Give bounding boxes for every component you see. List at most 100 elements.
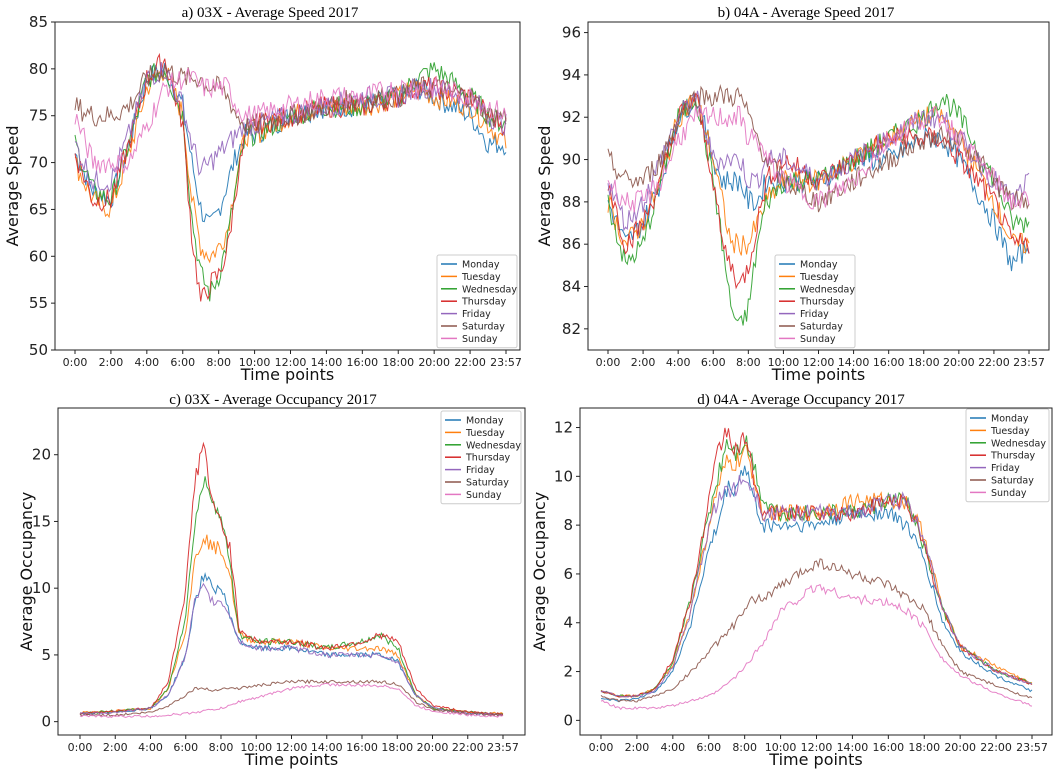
chart-b-series-wednesday (607, 93, 1030, 326)
chart-a-xtick-label: 2:00 (99, 356, 124, 369)
chart-c-xtick-label: 2:00 (103, 741, 128, 754)
chart-c-xtick-label: 4:00 (138, 741, 163, 754)
chart-c-legend-label-tuesday: Tuesday (465, 428, 505, 439)
chart-a-ytick-label: 60 (29, 247, 48, 265)
chart-c-legend-label-wednesday: Wednesday (466, 440, 521, 451)
chart-a-series-thursday (74, 52, 507, 302)
chart-c-xtick-label: 6:00 (173, 741, 198, 754)
chart-b-xtick-label: 10:00 (768, 356, 800, 369)
chart-a-ytick-label: 50 (29, 341, 48, 359)
chart-a-xtick-label: 14:00 (311, 356, 343, 369)
chart-d-xtick-label: 22:00 (980, 741, 1012, 754)
chart-b-average-speed-04a: b) 04A - Average Speed 2017 0:00 2:00 4:00… (535, 5, 1050, 384)
chart-c-title: c) 03X - Average Occupancy 2017 (169, 392, 377, 408)
chart-b-xtick-label: 0:00 (596, 356, 621, 369)
chart-c-ylabel: Average Occupancy (17, 492, 36, 651)
chart-a-legend-frame (436, 254, 518, 349)
chart-d-series-sunday (600, 583, 1033, 711)
chart-c-xtick-label: 16:00 (346, 741, 378, 754)
chart-c-series-saturday (79, 679, 504, 717)
chart-d-ytick-label: 4 (563, 614, 573, 632)
chart-b-series-friday (607, 90, 1030, 232)
chart-a-xlabel: Time points (240, 365, 334, 384)
chart-d-ylabel: Average Occupancy (530, 492, 549, 651)
chart-c-xtick-label: 22:00 (452, 741, 484, 754)
chart-d-xtick-label: 10:00 (765, 741, 797, 754)
chart-d-xtick-label: 0:00 (589, 741, 614, 754)
chart-d-legend-label-tuesday: Tuesday (990, 426, 1030, 437)
chart-c-ytick-label: 15 (32, 512, 51, 530)
chart-a-average-speed-03x: a) 03X - Average Speed 2017 0:00 2:00 4:00… (3, 5, 522, 384)
chart-a-ytick-label: 75 (29, 107, 48, 125)
chart-c-ytick-label: 20 (32, 446, 51, 464)
chart-d-xtick-label: 12:00 (801, 741, 833, 754)
chart-d-legend-frame (965, 408, 1050, 503)
chart-b-series-sunday (607, 105, 1030, 213)
chart-b-ytick-label: 92 (562, 108, 581, 126)
chart-c-xtick-label: 18:00 (381, 741, 413, 754)
chart-c-legend-label-thursday: Thursday (465, 453, 511, 464)
chart-d-xtick-label: 4:00 (660, 741, 685, 754)
chart-d-legend-label-thursday: Thursday (990, 451, 1036, 462)
chart-a-legend-label-thursday: Thursday (461, 297, 507, 308)
chart-c-series-sunday (79, 682, 504, 719)
chart-a-ytick-label: 70 (29, 154, 48, 172)
chart-b-ylabel: Average Speed (535, 126, 554, 247)
chart-c-xtick-label: 20:00 (417, 741, 449, 754)
chart-a-legend-label-monday: Monday (462, 260, 500, 271)
chart-b-ytick-label: 90 (562, 151, 581, 169)
chart-a-xtick-label: 4:00 (134, 356, 159, 369)
chart-b-ytick-label: 96 (562, 24, 581, 42)
chart-c-legend-label-sunday: Sunday (466, 490, 502, 501)
chart-c-xtick-label: 23:57 (487, 741, 519, 754)
chart-a-xtick-label: 23:57 (490, 356, 522, 369)
chart-b-title: b) 04A - Average Speed 2017 (718, 5, 895, 21)
chart-a-ytick-label: 80 (29, 60, 48, 78)
chart-b-ytick-label: 94 (562, 66, 581, 84)
chart-d-title: d) 04A - Average Occupancy 2017 (697, 392, 905, 408)
chart-b-legend-label-saturday: Saturday (800, 322, 843, 333)
chart-d-series-friday (600, 475, 1033, 698)
chart-b-xtick-label: 20:00 (943, 356, 975, 369)
chart-d-ytick-label: 10 (554, 467, 573, 485)
chart-c-xtick-label: 14:00 (311, 741, 343, 754)
chart-c-series-friday (79, 582, 504, 717)
chart-d-legend-label-saturday: Saturday (991, 476, 1034, 487)
chart-c-average-occupancy-03x: c) 03X - Average Occupancy 2017 0:00 2:00… (17, 392, 526, 769)
chart-c-ytick-label: 10 (32, 579, 51, 597)
chart-d-xtick-label: 18:00 (908, 741, 940, 754)
chart-c-legend-label-saturday: Saturday (466, 478, 509, 489)
chart-a-legend-label-saturday: Saturday (462, 322, 505, 333)
chart-a-legend-label-sunday: Sunday (462, 334, 498, 345)
chart-d-ytick-label: 8 (563, 516, 573, 534)
chart-d-xtick-label: 20:00 (944, 741, 976, 754)
chart-b-xtick-label: 12:00 (803, 356, 835, 369)
chart-b-xtick-label: 14:00 (838, 356, 870, 369)
chart-b-xtick-label: 23:57 (1013, 356, 1045, 369)
chart-d-series-saturday (600, 558, 1033, 703)
chart-a-xtick-label: 10:00 (239, 356, 271, 369)
chart-b-xtick-label: 6:00 (701, 356, 726, 369)
chart-b-legend-label-wednesday: Wednesday (800, 284, 855, 295)
chart-a-series-tuesday (74, 67, 507, 264)
chart-a-xtick-label: 16:00 (346, 356, 378, 369)
chart-c-xtick-label: 12:00 (276, 741, 308, 754)
chart-d-xtick-label: 2:00 (625, 741, 650, 754)
chart-a-legend-label-tuesday: Tuesday (461, 272, 501, 283)
chart-d-legend-label-monday: Monday (991, 414, 1029, 425)
chart-a-xtick-label: 18:00 (382, 356, 414, 369)
chart-a-ytick-label: 65 (29, 200, 48, 218)
chart-c-xtick-label: 8:00 (209, 741, 234, 754)
chart-c-legend-frame (440, 410, 522, 505)
chart-d-xtick-label: 16:00 (872, 741, 904, 754)
chart-d-legend-label-wednesday: Wednesday (991, 438, 1046, 449)
chart-c-xlabel: Time points (244, 750, 338, 769)
chart-d-legend-label-sunday: Sunday (991, 488, 1027, 499)
chart-d-ytick-label: 2 (563, 663, 573, 681)
chart-b-ytick-label: 86 (562, 235, 581, 253)
chart-a-xtick-label: 6:00 (170, 356, 195, 369)
